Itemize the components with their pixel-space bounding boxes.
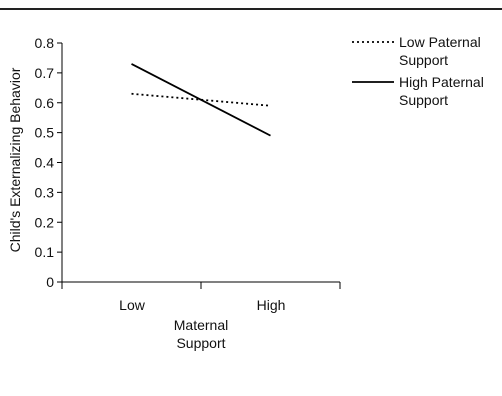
- x-tick-label-low: Low: [119, 297, 146, 313]
- legend-label-high-line1: High Paternal: [399, 74, 484, 90]
- legend-label-low-line1: Low Paternal: [399, 34, 481, 50]
- y-tick-label: 0.3: [35, 184, 55, 200]
- x-axis-title-line1: Maternal: [174, 317, 228, 333]
- series-line-low-paternal-support: [131, 92, 271, 107]
- y-tick-label: 0.4: [35, 155, 55, 171]
- y-tick-label: 0.5: [35, 125, 55, 141]
- legend-label-low-line2: Support: [399, 52, 448, 68]
- series-line-high-paternal-support: [131, 63, 271, 137]
- y-tick-label: 0: [46, 274, 54, 290]
- y-tick-label: 0.1: [35, 244, 55, 260]
- y-tick-group: 0 0.1 0.2 0.3 0.4 0.5 0.6 0.7 0.8: [35, 35, 62, 290]
- legend: Low Paternal Support High Paternal Suppo…: [352, 34, 484, 108]
- x-tick-label-high: High: [257, 297, 286, 313]
- x-axis-title-line2: Support: [176, 335, 225, 351]
- legend-label-high-line2: Support: [399, 92, 448, 108]
- y-tick-label: 0.6: [35, 95, 55, 111]
- y-tick-label: 0.2: [35, 214, 55, 230]
- y-tick-label: 0.7: [35, 65, 55, 81]
- y-tick-label: 0.8: [35, 35, 55, 51]
- y-axis-title: Child's Externalizing Behavior: [7, 67, 23, 252]
